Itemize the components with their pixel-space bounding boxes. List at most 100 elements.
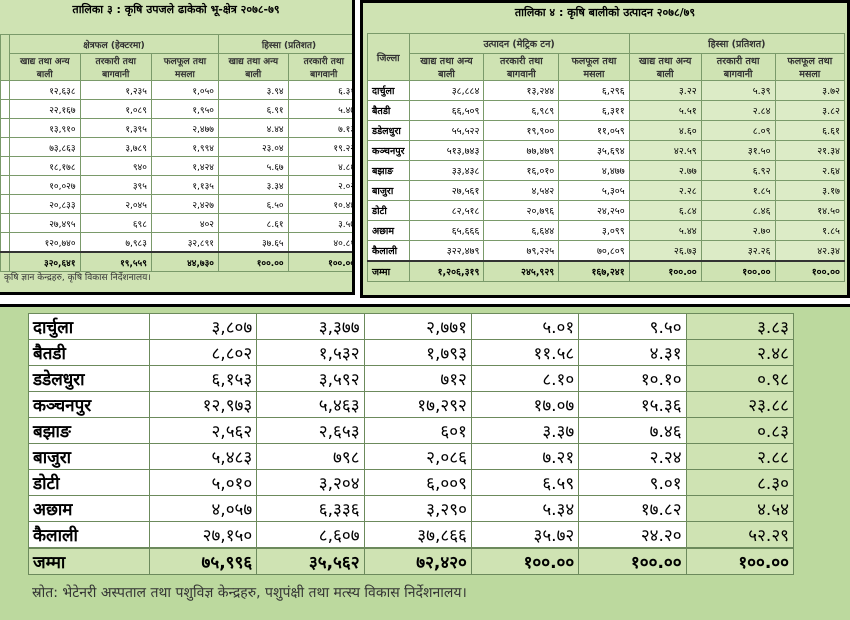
table-cell: १०.१०: [578, 365, 687, 392]
data-table: दार्चुला ३,८०७ ३,३७७ २,७७१ ५.०१ ९.५० ३.८३ बैतडी…: [28, 313, 795, 575]
table-cell: १६७,२४१: [558, 260, 630, 282]
column-header: फलफूल तथा मसला: [558, 53, 630, 81]
column-header: फलफूल तथा मसला: [774, 53, 846, 81]
table-row: १३,९१० १,३९५ २,४७७ ४.४४ ७.१३: [0, 118, 352, 138]
row-label: बाजुरा: [367, 180, 410, 201]
column-header: खाद्य तथा अन्य बाली: [408, 53, 485, 81]
table-cell: १,३९५: [79, 118, 152, 138]
table-row: कञ्चनपुर १२,९७३ ५,४६३ १७,२९२ १७.०७ १५.३६ २३.८८: [28, 391, 795, 418]
table-cell: ३१.५०: [700, 140, 776, 161]
table-cell: ६,००९: [363, 469, 472, 496]
table-row: डडेलधुरा ५५,५२२ १९,९०० ११,०५९ ४.६० ८.०९ ६.६१: [367, 120, 846, 141]
table-cell: ०.९८: [685, 365, 795, 392]
table-cell: २०,८३३: [9, 194, 81, 214]
table-row: २२,१६७ १,०८९ १,९५० ६.९१ ५.४७: [0, 99, 352, 119]
header-row: खाद्य तथा अन्य बाली तरकारी तथा बागवानी फलफ…: [368, 53, 846, 81]
table-row: बझाङ ३३,४३८ १६,०१० ४,४७७ २.७७ ६.९२ २.६४: [367, 160, 846, 181]
table-cell: १००.००: [287, 251, 352, 272]
column-header: तरकारी तथा बागवानी: [700, 53, 776, 81]
table-cell: २४.२०: [578, 521, 687, 549]
row-label: अछाम: [367, 220, 410, 241]
table-cell: ६.३१: [287, 80, 352, 100]
table-cell: ५,४६३: [256, 391, 365, 418]
table-cell: १,०८९: [79, 99, 152, 119]
table-cell: २.४८: [685, 339, 795, 366]
table-cell: ६.९२: [700, 160, 776, 181]
table-cell: १,९५०: [150, 99, 219, 119]
table-cell: १३,९१०: [9, 118, 81, 138]
table-cell: ७,९८३: [79, 232, 152, 253]
table-cell: ६.५९: [470, 469, 580, 496]
table-cell: ६,३११: [558, 100, 630, 121]
table-cell: ७.४६: [578, 417, 687, 444]
table-cell: ६.९१: [217, 99, 289, 119]
table-cell: ६,२९६: [558, 80, 630, 101]
column-header: फलफूल तथा मसला: [150, 53, 219, 81]
table-panel: तालिका ३ : कृषि उपजले ढाकेको भू-क्षेत्र …: [0, 0, 355, 295]
table-cell: २.६४: [774, 160, 846, 181]
table-cell: १४.५०: [774, 200, 846, 221]
table-row: बैतडी ८,८०२ १,५३२ १,७९३ ११.५८ ४.३१ २.४८: [28, 339, 795, 366]
table-cell: ३.२२: [628, 80, 702, 101]
row-label: डोटी: [367, 200, 410, 221]
table-row: बाजुरा २७,५६१ ४,५४२ ५,३०५ २.२८ १.८५ ३.१७: [367, 180, 846, 201]
source-note: कृषि ज्ञान केन्द्रहरु, कृषि विकास निर्दे…: [4, 273, 151, 283]
table-cell: ३,२०४: [256, 469, 365, 496]
total-row: ३२०,६४१ १९,५५९ ४४,७३० १००.०० १००.००: [0, 251, 352, 272]
table-cell: ७७,४७९: [483, 140, 560, 161]
table-cell: ७५,९९६: [148, 547, 258, 575]
table-cell: ३८,८८४: [408, 80, 485, 101]
table-cell: १२०,७४०: [9, 232, 81, 253]
table-row: कञ्चनपुर ५१३,७४३ ७७,४७९ ३५,६९४ ४२.५९ ३१.५० २१.…: [367, 140, 846, 161]
total-row: जम्मा ७५,९९६ ३५,५६२ ७२,४२० १००.०० १००.०० १००.०…: [28, 547, 795, 575]
table-cell: ३,८०७: [148, 313, 258, 340]
total-row: जम्मा १,२०६,३१९ २४५,९२९ १६७,२४१ १००.०० १००.००…: [367, 260, 846, 282]
table-row: बाजुरा ५,४८३ ७९८ २,०८६ ७.२१ २.२४ २.८८: [28, 443, 795, 470]
group-header: उत्पादन (मेट्रिक टन): [408, 33, 630, 54]
table-cell: २,०८६: [363, 443, 472, 470]
table-cell: १.८५: [700, 180, 776, 201]
table-cell: १००.००: [685, 547, 795, 575]
table-cell: २.७०: [700, 220, 776, 241]
table-cell: ७.२१: [470, 443, 580, 470]
table-cell: २१.३४: [774, 140, 846, 161]
table-cell: १,१३५: [150, 175, 219, 195]
table-cell: २.७७: [628, 160, 702, 181]
table-cell: ४,५४२: [483, 180, 560, 201]
table-cell: २,५६२: [148, 417, 258, 444]
column-header: तरकारी तथा बागवानी: [483, 53, 560, 81]
table-cell: २०,७९६: [483, 200, 560, 221]
table-panel: दार्चुला ३,८०७ ३,३७७ २,७७१ ५.०१ ९.५० ३.८३ बैतडी…: [0, 304, 850, 620]
table-cell: ८.३०: [685, 469, 795, 496]
table-cell: ३.३४: [217, 175, 289, 195]
table-row: २०,८३३ २,०४५ २,४२७ ६.५० १०.४४: [0, 194, 352, 214]
table-cell: २२,१६७: [9, 99, 81, 119]
table-cell: ४,०५७: [148, 495, 258, 522]
blank-cell: [0, 34, 10, 81]
table-cell: १००.००: [470, 547, 580, 575]
table-cell: २४५,९२९: [483, 260, 560, 282]
row-label: अछाम: [28, 495, 150, 522]
table-cell: ६,३३६: [256, 495, 365, 522]
table-cell: २.२४: [578, 443, 687, 470]
table-cell: १६,०१०: [483, 160, 560, 181]
row-label: बझाङ: [28, 417, 150, 444]
table-cell: ४२.५९: [628, 140, 702, 161]
table-cell: ३.८२: [774, 100, 846, 121]
table-cell: ०.८३: [685, 417, 795, 444]
table-cell: ७०,८०९: [558, 240, 630, 262]
table-cell: ८.१०: [470, 365, 580, 392]
header-row: क्षेत्रफल (हेक्टरमा) हिस्सा (प्रतिशत): [0, 34, 352, 81]
table-cell: ४.५४: [685, 495, 795, 522]
data-table: जिल्ला उत्पादन (मेट्रिक टन) हिस्सा (प्रतिश…: [367, 33, 846, 282]
table-cell: ८.०९: [700, 120, 776, 141]
table-cell: १,७९३: [363, 339, 472, 366]
table-cell: १.८५: [774, 220, 846, 241]
table-row: दार्चुला ३,८०७ ३,३७७ २,७७१ ५.०१ ९.५० ३.८३: [28, 313, 795, 340]
table-cell: २,६५३: [256, 417, 365, 444]
table-cell: २,४७७: [150, 118, 219, 138]
table-row: २७,४९५ ६९८ ४०२ ८.६१ ३.५७: [0, 213, 352, 233]
table-row: कैलाली २७,१५० ८,६०७ ३७,८६६ ३५.७२ २४.२० ५२.२९: [28, 521, 795, 549]
table-cell: ५.४७: [287, 99, 352, 119]
table-cell: २.२८: [628, 180, 702, 201]
